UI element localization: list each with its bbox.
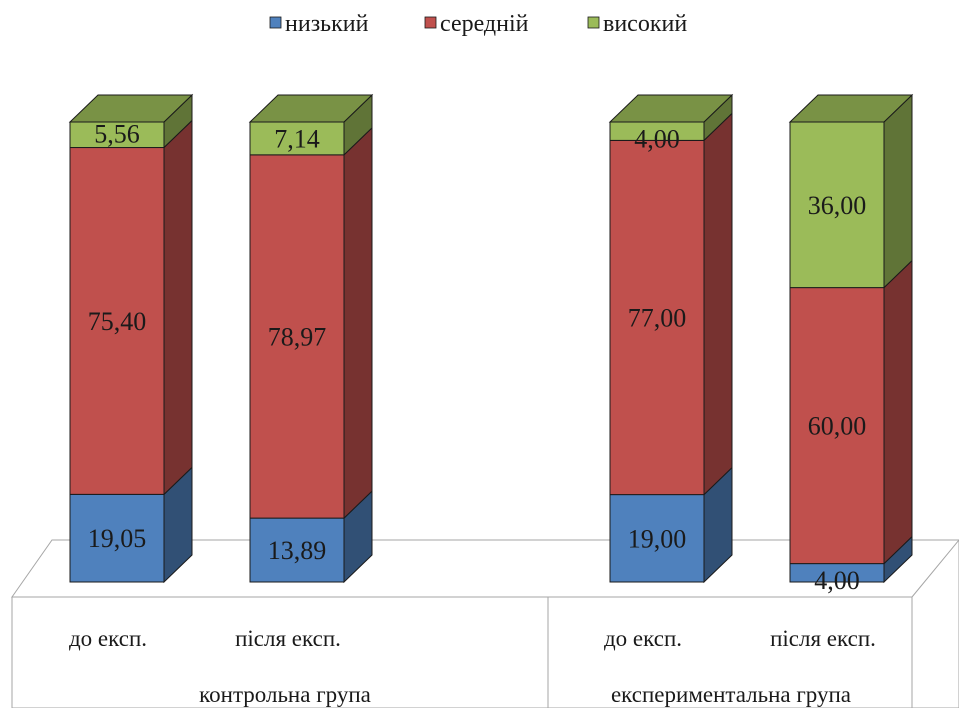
bar-stack: 13,89 78,97 7,14 <box>248 93 374 584</box>
bar-segment-високий <box>789 121 885 289</box>
bar-side-середній <box>883 259 913 565</box>
legend-label: високий <box>603 11 687 37</box>
bar-side-середній <box>343 126 373 520</box>
data-label: 60,00 <box>808 412 867 441</box>
bar-top <box>248 94 374 123</box>
category-axis: до експ. після експ. до експ. після експ. ко… <box>69 626 876 707</box>
legend: низький середній високий <box>269 11 687 37</box>
legend-label: середній <box>440 11 529 37</box>
legend-item-низький: низький <box>269 11 369 37</box>
bar-segment-низький <box>609 494 705 583</box>
legend-swatch <box>269 16 282 29</box>
bar-stack: 19,05 75,40 5,56 <box>68 93 194 584</box>
bar-side-середній <box>163 119 193 496</box>
data-label: 13,89 <box>268 536 327 565</box>
bars: 19,05 75,40 5,56 13,89 78,97 7,14 19,00 77,00 4,… <box>68 93 914 595</box>
bar-segment-низький <box>69 493 165 583</box>
bar-top <box>68 94 194 123</box>
bar-segment-середній <box>789 287 885 565</box>
bar-side-середній <box>703 112 733 496</box>
bar-segment-середній <box>69 147 165 495</box>
data-label: 4,00 <box>634 124 680 153</box>
legend-item-середній: середній <box>424 11 529 37</box>
group-label: контрольна група <box>199 682 371 707</box>
floor-side <box>911 539 959 708</box>
data-label: 75,40 <box>88 307 147 336</box>
category-label: до експ. <box>604 626 682 651</box>
group-label: експериментальна група <box>611 682 851 707</box>
data-label: 77,00 <box>628 304 687 333</box>
bar-stack: 4,00 60,00 36,00 <box>788 93 914 595</box>
bar-top <box>608 94 734 123</box>
category-label: після експ. <box>770 626 876 651</box>
category-label: до експ. <box>69 626 147 651</box>
bar-segment-середній <box>609 139 705 496</box>
category-label: після експ. <box>235 626 341 651</box>
legend-swatch <box>587 16 600 29</box>
bar-segment-середній <box>249 154 345 519</box>
data-label: 36,00 <box>808 191 867 220</box>
bar-stack: 19,00 77,00 4,00 <box>608 93 734 584</box>
legend-item-високий: високий <box>587 11 687 37</box>
bar-top <box>788 94 914 123</box>
bar-side-високий <box>883 93 913 289</box>
data-label: 78,97 <box>268 322 327 351</box>
data-label: 4,00 <box>814 566 860 595</box>
data-label: 19,00 <box>628 524 687 553</box>
floor-front <box>11 596 913 708</box>
legend-label: низький <box>285 11 369 37</box>
data-label: 5,56 <box>94 120 140 149</box>
legend-swatch <box>424 16 437 29</box>
data-label: 7,14 <box>274 124 320 153</box>
data-label: 19,05 <box>88 524 147 553</box>
